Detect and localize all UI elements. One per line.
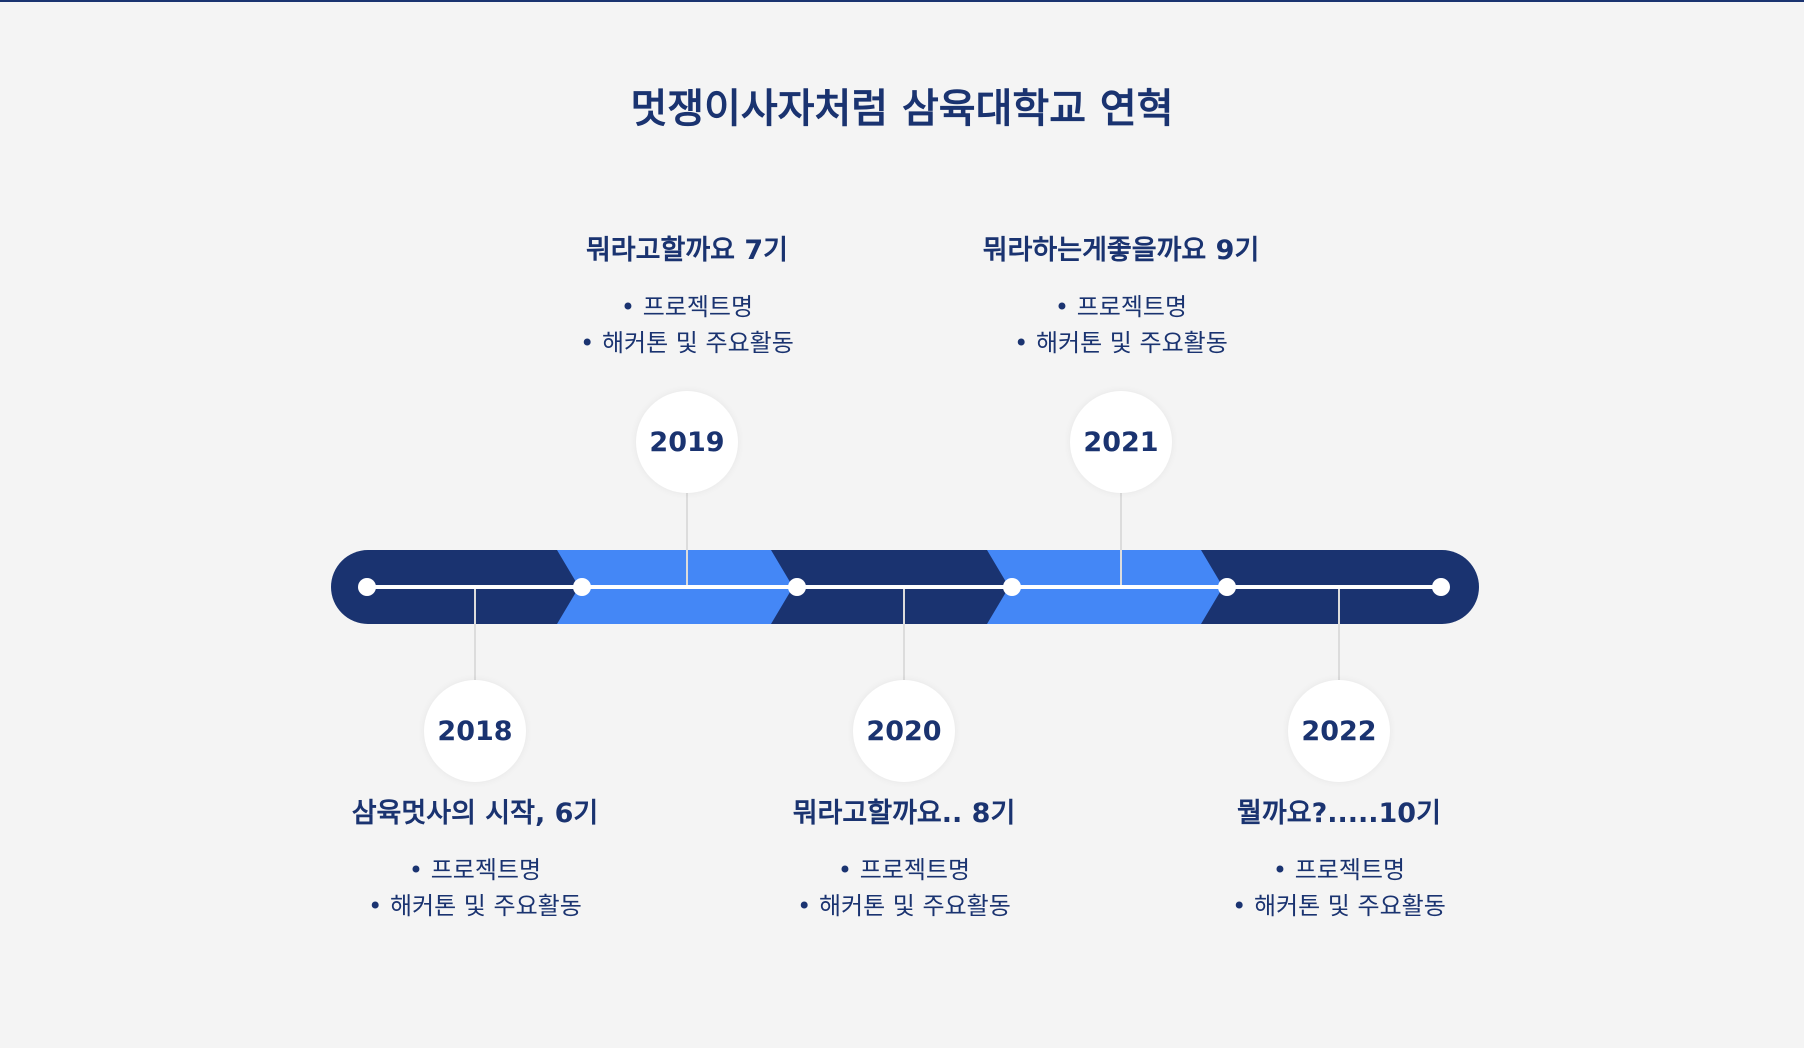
top-border-line [0, 0, 1804, 2]
milestone-heading: 삼육멋사의 시작, 6기 [351, 798, 599, 829]
timeline-dot [788, 578, 806, 596]
bullet-marker: • [1054, 293, 1070, 321]
year-badge-2018: 2018 [424, 680, 526, 782]
milestone-item: • 해커톤 및 주요활동 [487, 325, 887, 361]
year-badge-2022: 2022 [1288, 680, 1390, 782]
bullet-marker: • [1232, 892, 1247, 920]
milestone-item: • 해커톤 및 주요활동 [921, 325, 1321, 361]
milestone-item-text: 프로젝트명 [430, 856, 542, 884]
milestone-item: • 프로젝트명 [921, 289, 1321, 325]
timeline-dot [573, 578, 591, 596]
milestone-heading: 뭘까요?.....10기 [1237, 798, 1441, 829]
bullet-marker: • [1272, 856, 1288, 884]
bullet-marker: • [797, 892, 812, 920]
milestone-2022-text: 뭘까요?.....10기 • 프로젝트명 • 해커톤 및 주요활동 [1139, 796, 1539, 924]
bullet-marker: • [408, 856, 424, 884]
year-badge-2021: 2021 [1070, 391, 1172, 493]
milestone-item: • 프로젝트명 [487, 289, 887, 325]
milestone-2018-text: 삼육멋사의 시작, 6기 • 프로젝트명 • 해커톤 및 주요활동 [275, 796, 675, 924]
timeline-dot [1003, 578, 1021, 596]
milestone-item-text: 해커톤 및 주요활동 [1253, 892, 1446, 920]
milestone-item: • 해커톤 및 주요활동 [275, 888, 675, 924]
milestone-item-text: 해커톤 및 주요활동 [818, 892, 1011, 920]
milestone-heading: 뭐라고할까요.. 8기 [792, 798, 1016, 829]
milestone-item-text: 프로젝트명 [1076, 293, 1188, 321]
milestone-2020-text: 뭐라고할까요.. 8기 • 프로젝트명 • 해커톤 및 주요활동 [704, 796, 1104, 924]
bullet-marker: • [1014, 329, 1029, 357]
milestone-item-text: 프로젝트명 [642, 293, 754, 321]
bullet-marker: • [837, 856, 853, 884]
timeline-dot [358, 578, 376, 596]
timeline-dot [1218, 578, 1236, 596]
milestone-2021-text: 뭐라하는게좋을까요 9기 • 프로젝트명 • 해커톤 및 주요활동 [921, 233, 1321, 361]
milestone-2019-text: 뭐라고할까요 7기 • 프로젝트명 • 해커톤 및 주요활동 [487, 233, 887, 361]
milestone-item-text: 프로젝트명 [859, 856, 971, 884]
page-title: 멋쟁이사자처럼 삼육대학교 연혁 [630, 86, 1174, 132]
milestone-item-text: 해커톤 및 주요활동 [389, 892, 582, 920]
milestone-item: • 프로젝트명 [704, 852, 1104, 888]
timeline-dot [1432, 578, 1450, 596]
milestone-heading: 뭐라고할까요 7기 [585, 235, 789, 266]
milestone-item: • 프로젝트명 [275, 852, 675, 888]
year-badge-2019: 2019 [636, 391, 738, 493]
milestone-item: • 프로젝트명 [1139, 852, 1539, 888]
bullet-marker: • [580, 329, 595, 357]
year-badge-2020: 2020 [853, 680, 955, 782]
bullet-marker: • [368, 892, 383, 920]
milestone-item: • 해커톤 및 주요활동 [704, 888, 1104, 924]
milestone-item-text: 해커톤 및 주요활동 [1035, 329, 1228, 357]
bullet-marker: • [620, 293, 636, 321]
milestone-heading: 뭐라하는게좋을까요 9기 [982, 235, 1260, 266]
milestone-item-text: 프로젝트명 [1294, 856, 1406, 884]
milestone-item: • 해커톤 및 주요활동 [1139, 888, 1539, 924]
milestone-item-text: 해커톤 및 주요활동 [601, 329, 794, 357]
